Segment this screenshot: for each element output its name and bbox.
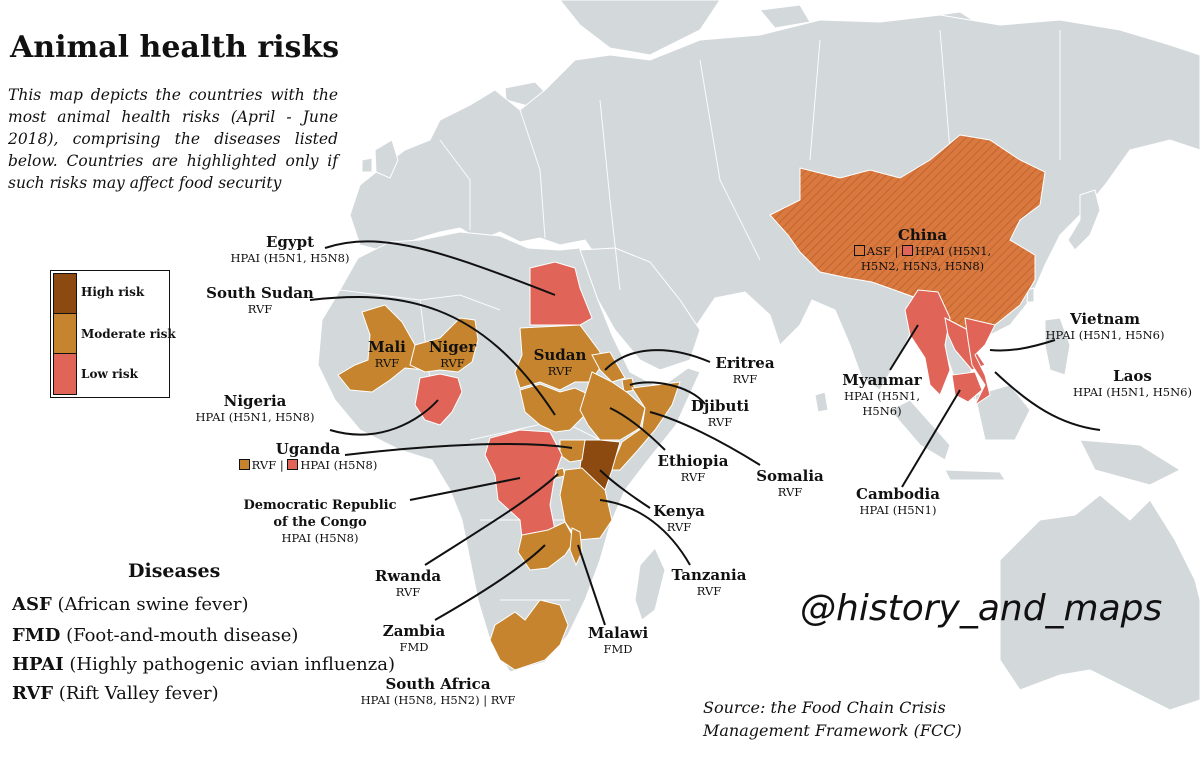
country-nigeria xyxy=(414,373,463,426)
leader-south-sudan xyxy=(309,296,556,416)
sumatra xyxy=(889,399,951,461)
taiwan xyxy=(1026,287,1035,303)
label-south-africa: South Africa HPAI (H5N8, H5N2) | RVF xyxy=(360,675,516,707)
leader-drc xyxy=(409,477,521,501)
legend-label-high: High risk xyxy=(81,285,145,299)
label-tanzania: Tanzania RVF xyxy=(671,566,747,598)
country-mali xyxy=(337,304,446,393)
map-title: Animal health risks xyxy=(10,30,340,65)
legend-label-moderate: Moderate risk xyxy=(81,327,176,341)
map-description: This map depicts the countries with the … xyxy=(8,86,338,192)
label-myanmar: Myanmar HPAI (H5N1, H5N6) xyxy=(842,371,922,418)
uganda-hpai-swatch xyxy=(287,459,299,470)
author-handle: @history_and_maps xyxy=(800,588,1163,629)
country-cambodia xyxy=(951,371,983,403)
country-zambia xyxy=(517,521,576,571)
country-ethiopia xyxy=(579,371,646,441)
leader-somalia xyxy=(649,411,761,466)
label-laos: Laos HPAI (H5N1, H5N6) xyxy=(1073,367,1192,399)
disease-item: FMD (Foot-and-mouth disease) xyxy=(12,625,299,646)
label-somalia: Somalia RVF xyxy=(756,467,824,499)
greenland xyxy=(559,0,721,56)
country-niger xyxy=(409,317,479,373)
disease-item: ASF (African swine fever) xyxy=(12,594,249,615)
new-guinea xyxy=(1079,439,1182,486)
british-isles xyxy=(361,139,399,179)
leader-myanmar xyxy=(889,324,919,371)
label-eritrea: Eritrea RVF xyxy=(715,354,775,386)
leader-lines xyxy=(309,240,1101,626)
leader-zambia xyxy=(434,544,546,621)
source-line-1: Source: the Food Chain Crisis xyxy=(703,698,946,717)
disease-item: RVF (Rift Valley fever) xyxy=(12,683,219,704)
diseases-title: Diseases xyxy=(128,560,221,582)
label-djibuti: Djibuti RVF xyxy=(690,397,750,429)
leader-cambodia xyxy=(901,389,961,488)
label-uganda: Uganda RVF | HPAI (H5N8) xyxy=(228,440,388,473)
label-malawi: Malawi FMD xyxy=(587,624,649,656)
borneo xyxy=(974,384,1031,441)
label-vietnam: Vietnam HPAI (H5N1, H5N6) xyxy=(1045,310,1165,342)
disease-item: HPAI (Highly pathogenic avian influenza) xyxy=(12,654,395,675)
legend-swatch-moderate xyxy=(53,313,77,355)
label-drc: Democratic Republic of the Congo HPAI (H… xyxy=(243,498,397,545)
legend-swatch-high xyxy=(53,273,77,315)
label-kenya: Kenya RVF xyxy=(653,502,705,534)
risk-legend: High risk Moderate risk Low risk xyxy=(50,270,176,398)
label-niger: Niger RVF xyxy=(428,338,477,370)
country-south-africa xyxy=(489,599,569,671)
label-egypt: Egypt HPAI (H5N1, H5N8) xyxy=(230,233,350,265)
philippines xyxy=(1044,317,1071,376)
uganda-rvf-swatch xyxy=(238,459,250,470)
label-mali: Mali RVF xyxy=(368,338,406,370)
leader-djibuti xyxy=(629,381,706,405)
country-sudan xyxy=(514,324,601,391)
leader-tanzania xyxy=(599,499,691,566)
source-line-2: Management Framework (FCC) xyxy=(703,721,962,740)
country-malawi xyxy=(569,527,583,567)
legend-swatch-low xyxy=(53,353,77,395)
leader-vietnam xyxy=(989,339,1056,352)
label-cambodia: Cambodia HPAI (H5N1) xyxy=(856,485,940,517)
country-tanzania xyxy=(559,467,613,541)
label-rwanda: Rwanda RVF xyxy=(374,567,442,599)
australia xyxy=(999,494,1200,711)
label-ethiopia: Ethiopia RVF xyxy=(657,452,729,484)
arabia xyxy=(579,247,701,371)
risk-countries xyxy=(337,134,1046,671)
country-somalia xyxy=(609,381,681,471)
label-south-sudan: South Sudan RVF xyxy=(206,284,314,316)
country-china xyxy=(769,134,1046,331)
madagascar xyxy=(634,547,666,621)
country-egypt xyxy=(529,261,593,326)
legend-label-low: Low risk xyxy=(81,367,138,381)
leader-egypt xyxy=(324,240,556,296)
label-china: China ASF | HPAI (H5N1, H5N2, H5N3, H5N8… xyxy=(850,226,995,274)
sri-lanka xyxy=(814,391,829,413)
source-note: Source: the Food Chain Crisis Management… xyxy=(703,696,962,742)
china-asf-swatch xyxy=(853,245,865,256)
label-sudan: Sudan RVF xyxy=(533,346,587,378)
leader-ethiopia xyxy=(609,407,666,451)
label-nigeria: Nigeria HPAI (H5N1, H5N8) xyxy=(195,392,315,424)
leader-kenya xyxy=(599,469,651,509)
country-myanmar xyxy=(904,289,951,396)
java xyxy=(944,469,1006,481)
leader-rwanda xyxy=(424,473,559,566)
leader-laos xyxy=(994,371,1101,431)
japan xyxy=(1067,189,1101,251)
label-zambia: Zambia FMD xyxy=(382,622,446,654)
leader-malawi xyxy=(577,544,606,626)
leader-nigeria xyxy=(329,399,439,436)
country-vietnam xyxy=(964,317,996,407)
china-hpai-swatch xyxy=(902,245,914,256)
leader-uganda xyxy=(344,443,573,456)
leader-eritrea xyxy=(604,349,711,371)
